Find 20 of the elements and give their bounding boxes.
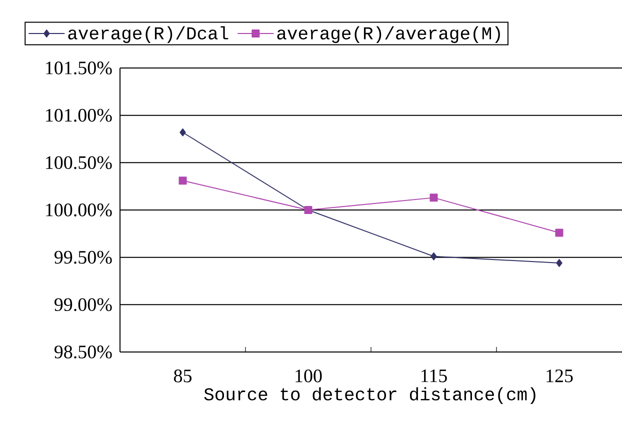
x-tick-label: 100 — [296, 370, 322, 382]
y-tick-label: 99.00% — [54, 298, 112, 312]
point — [178, 176, 187, 185]
y-tick-label: 98.50% — [54, 346, 112, 358]
x-tick-label: 85 — [174, 370, 192, 382]
point — [555, 228, 564, 237]
x-tick-label: 125 — [546, 370, 573, 382]
x-tick-label: 115 — [422, 370, 447, 382]
x-axis-title: Source to detector distance(cm) — [204, 387, 536, 404]
y-tick-label: 101.50% — [46, 62, 112, 74]
point — [556, 259, 562, 268]
legend-label: average(R)/average(M) — [277, 26, 500, 44]
y-tick-label: 100.50% — [46, 156, 112, 170]
y-tick-label: 101.00% — [46, 108, 112, 122]
y-tick-label: 99.50% — [54, 250, 112, 264]
point — [430, 252, 437, 260]
point — [180, 128, 186, 136]
point — [430, 194, 438, 202]
legend-label: average(R)/Dcal — [68, 26, 228, 44]
y-tick-label: 100.00% — [46, 204, 112, 216]
